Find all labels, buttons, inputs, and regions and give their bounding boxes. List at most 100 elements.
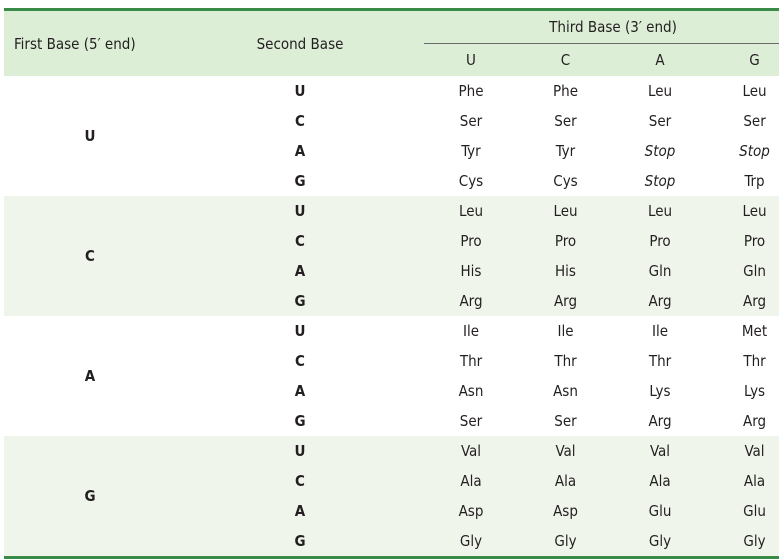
amino-acid-cell: Glu <box>613 496 707 526</box>
second-base-cell: G <box>294 172 306 190</box>
amino-acid-cell: Thr <box>554 352 577 370</box>
third-base-col-a: A <box>655 51 665 69</box>
amino-acid-cell: Val <box>707 436 779 466</box>
amino-acid-cell: Leu <box>707 196 779 226</box>
third-base-col-g: G <box>749 51 760 69</box>
amino-acid-cell: Ile <box>462 322 480 340</box>
amino-acid-cell: Thr <box>743 352 766 370</box>
amino-acid-cell: Ser <box>459 112 483 130</box>
amino-acid-cell: Phe <box>458 82 484 100</box>
second-base-cell: A <box>176 256 424 286</box>
amino-acid-cell: Leu <box>518 196 613 226</box>
amino-acid-cell: Gly <box>707 526 779 558</box>
second-base-cell: A <box>176 496 424 526</box>
amino-acid-cell: Lys <box>649 382 671 400</box>
amino-acid-cell: Tyr <box>555 142 576 160</box>
amino-acid-cell: Cys <box>553 172 578 190</box>
second-base-cell: U <box>294 82 306 100</box>
amino-acid-cell: His <box>518 256 613 286</box>
table-row: A Asp Asp Glu Glu <box>4 496 779 526</box>
amino-acid-cell: Ala <box>424 466 518 496</box>
table-row: G Ser Ser Arg Arg <box>4 406 779 436</box>
amino-acid-cell: Val <box>424 436 518 466</box>
second-base-cell: U <box>294 322 306 340</box>
second-base-cell: A <box>294 142 306 160</box>
amino-acid-cell: Pro <box>707 226 779 256</box>
third-base-col-u: U <box>466 51 476 69</box>
table-row: C Pro Pro Pro Pro <box>4 226 779 256</box>
amino-acid-cell: Gly <box>518 526 613 558</box>
second-base-cell: C <box>176 226 424 256</box>
amino-acid-cell: Ser <box>743 112 766 130</box>
amino-acid-cell: Ser <box>648 112 672 130</box>
first-base-header: First Base (5′ end) <box>14 34 136 53</box>
amino-acid-cell: Ala <box>613 466 707 496</box>
amino-acid-cell: Arg <box>613 286 707 316</box>
amino-acid-cell: Tyr <box>461 142 481 160</box>
table-row: A Asn Asn Lys Lys <box>4 376 779 406</box>
amino-acid-cell: Trp <box>744 172 765 190</box>
amino-acid-cell: Val <box>518 436 613 466</box>
first-base-cell: G <box>4 436 176 558</box>
amino-acid-cell: Arg <box>518 286 613 316</box>
amino-acid-cell: Asp <box>518 496 613 526</box>
table-header: First Base (5′ end) Second Base Third Ba… <box>4 9 779 76</box>
amino-acid-cell: Arg <box>742 412 767 430</box>
table-row: G Arg Arg Arg Arg <box>4 286 779 316</box>
table-row: A Tyr Tyr Stop Stop <box>4 136 779 166</box>
table-row: C Ser Ser Ser Ser <box>4 106 779 136</box>
amino-acid-cell: Leu <box>424 196 518 226</box>
amino-acid-cell: Thr <box>459 352 483 370</box>
amino-acid-cell: Cys <box>458 172 484 190</box>
second-base-header: Second Base <box>256 34 344 53</box>
second-base-cell: G <box>176 286 424 316</box>
amino-acid-cell: Ser <box>554 412 577 430</box>
amino-acid-cell: Stop <box>644 142 676 160</box>
amino-acid-cell: His <box>424 256 518 286</box>
amino-acid-cell: Gln <box>613 256 707 286</box>
second-base-cell: C <box>295 352 305 370</box>
amino-acid-cell: Arg <box>424 286 518 316</box>
second-base-cell: U <box>176 436 424 466</box>
table-row: G Gly Gly Gly Gly <box>4 526 779 558</box>
amino-acid-cell: Gly <box>613 526 707 558</box>
first-base-cell: U <box>84 127 96 145</box>
table-row: C Ala Ala Ala Ala <box>4 466 779 496</box>
amino-acid-cell: Ala <box>707 466 779 496</box>
amino-acid-cell: Ile <box>557 322 574 340</box>
amino-acid-cell: Phe <box>553 82 578 100</box>
second-base-cell: G <box>176 526 424 558</box>
amino-acid-cell: Gln <box>707 256 779 286</box>
amino-acid-cell: Lys <box>743 382 766 400</box>
amino-acid-cell: Pro <box>613 226 707 256</box>
second-base-cell: U <box>176 196 424 226</box>
amino-acid-cell: Ala <box>518 466 613 496</box>
codon-table: First Base (5′ end) Second Base Third Ba… <box>4 8 779 559</box>
first-base-cell: C <box>4 196 176 316</box>
table-row: G Cys Cys Stop Trp <box>4 166 779 196</box>
amino-acid-cell: Stop <box>644 172 676 190</box>
amino-acid-cell: Met <box>741 322 768 340</box>
amino-acid-cell: Asp <box>424 496 518 526</box>
amino-acid-cell: Leu <box>613 196 707 226</box>
amino-acid-cell: Leu <box>647 82 673 100</box>
amino-acid-cell: Gly <box>424 526 518 558</box>
amino-acid-cell: Pro <box>518 226 613 256</box>
amino-acid-cell: Thr <box>648 352 672 370</box>
table-row: A His His Gln Gln <box>4 256 779 286</box>
table-row: G U Val Val Val Val <box>4 436 779 558</box>
second-base-cell: C <box>176 466 424 496</box>
third-base-header: Third Base (3′ end) <box>424 9 779 44</box>
second-base-cell: A <box>294 382 306 400</box>
amino-acid-cell: Val <box>613 436 707 466</box>
table-row: U U Phe Phe Leu Leu <box>4 76 779 145</box>
table-row: C Thr Thr Thr Thr <box>4 346 779 376</box>
amino-acid-cell: Arg <box>648 412 672 430</box>
table-body: U U Phe Phe Leu Leu C Ser Ser Ser Ser A Tyr Tyr Stop St… <box>4 76 779 558</box>
amino-acid-cell: Ile <box>651 322 669 340</box>
second-base-cell: C <box>295 112 305 130</box>
first-base-cell: A <box>84 367 96 385</box>
amino-acid-cell: Stop <box>739 142 770 160</box>
amino-acid-cell: Ser <box>459 412 483 430</box>
second-base-cell: G <box>294 412 306 430</box>
